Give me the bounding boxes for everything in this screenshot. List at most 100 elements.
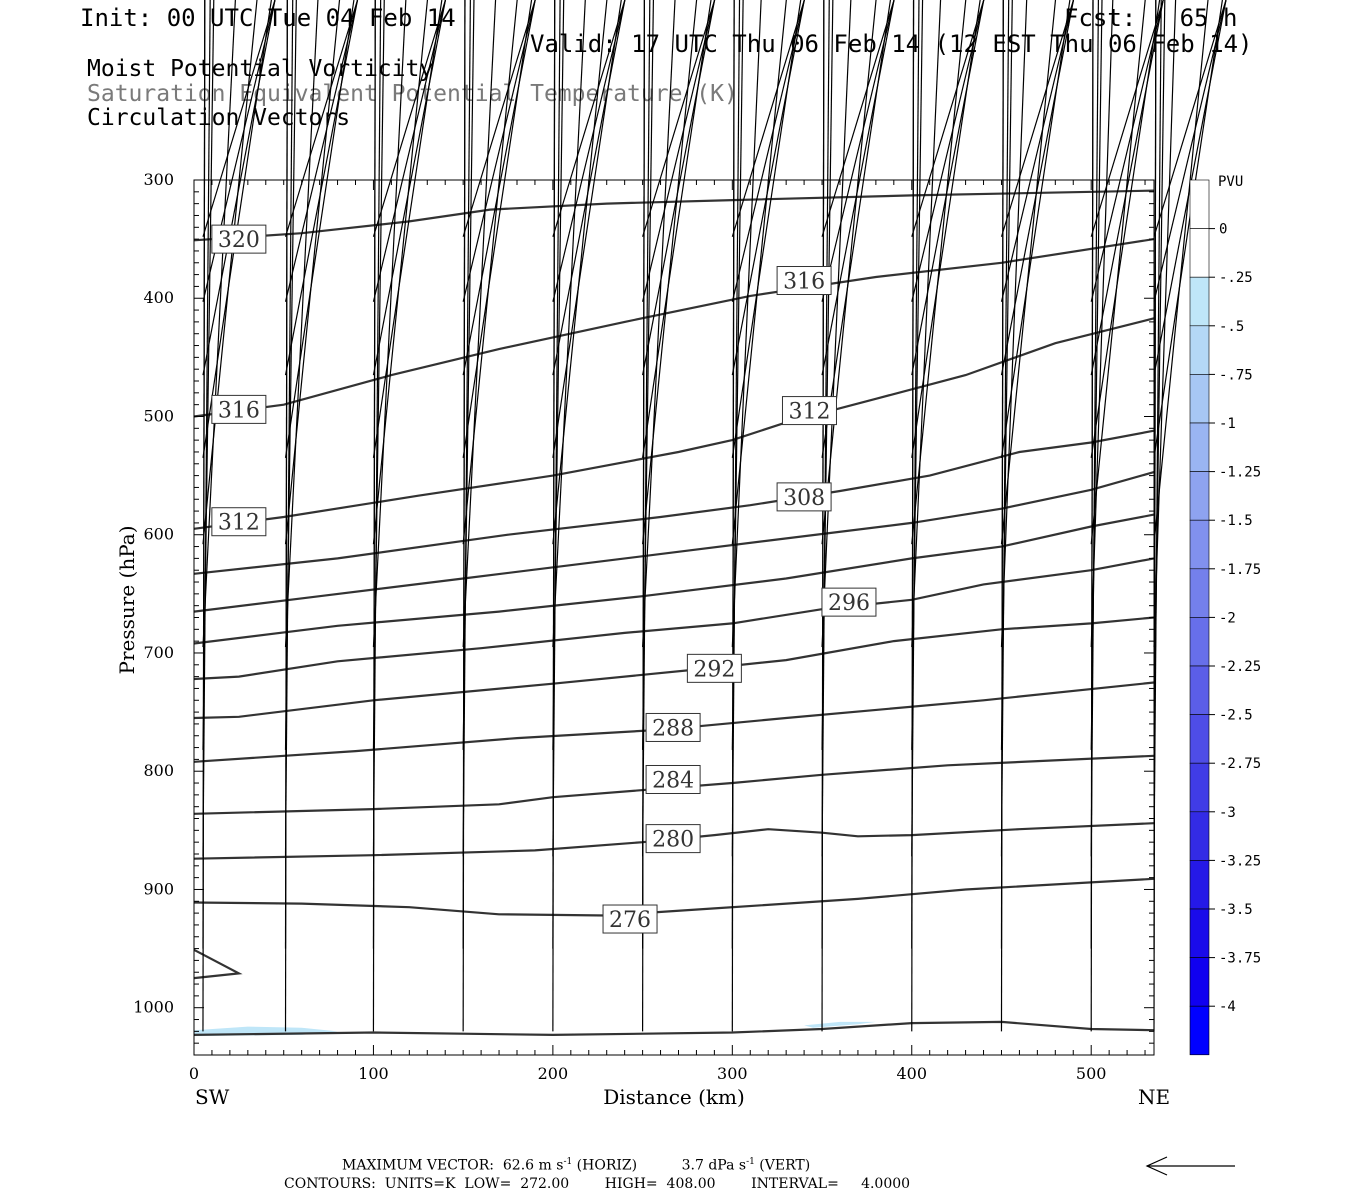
max-horiz-exponent: -1 <box>563 1157 573 1167</box>
circulation-vector <box>372 0 447 302</box>
x-tick-label: 500 <box>1076 1064 1107 1083</box>
colorbar-label: -2.75 <box>1219 756 1261 772</box>
x-axis-title: Distance (km) <box>603 1085 745 1109</box>
circulation-vector <box>641 0 676 648</box>
contour-label-box <box>602 904 658 934</box>
circulation-vector <box>821 0 852 648</box>
colorbar-label: -.5 <box>1219 319 1244 335</box>
colorbar-label: -2.25 <box>1219 659 1261 675</box>
circulation-vector <box>202 0 258 545</box>
colorbar-swatch <box>1189 374 1210 424</box>
x-tick-label: 0 <box>189 1064 199 1083</box>
colorbar-swatch <box>1189 471 1210 521</box>
y-tick-label: 1000 <box>133 998 174 1017</box>
circulation-vector <box>552 0 608 545</box>
colorbar-swatch <box>1189 568 1210 618</box>
circulation-vector <box>284 0 359 376</box>
circulation-vector <box>552 0 556 1032</box>
circulation-vector <box>284 0 294 857</box>
x-end-label-left: SW <box>195 1085 230 1109</box>
x-tick-label: 400 <box>896 1064 927 1083</box>
circulation-vector <box>821 0 895 302</box>
colorbar-label: -1 <box>1219 416 1236 432</box>
circulation-vector <box>462 0 533 458</box>
reference-vector <box>1145 1156 1235 1176</box>
colorbar-swatch <box>1189 957 1210 1007</box>
max-vert-tag: (VERT) <box>759 1157 811 1174</box>
circulation-vector <box>821 0 895 237</box>
contour-layer <box>193 189 1155 1037</box>
contour-label-box <box>686 653 742 683</box>
circulation-vector <box>1000 0 1075 302</box>
circulation-vector <box>462 0 466 1032</box>
y-tick-label: 800 <box>143 761 174 780</box>
circulation-vector <box>552 0 586 648</box>
circulation-vector <box>284 0 359 302</box>
circulation-vector <box>372 0 447 237</box>
circulation-vector <box>1090 0 1094 1032</box>
colorbar-swatch <box>1189 714 1210 764</box>
circulation-vector <box>372 0 382 857</box>
contour-label: 316 <box>218 398 260 423</box>
circulation-vector <box>731 0 805 302</box>
y-tick-label: 500 <box>143 406 174 425</box>
colorbar-swatch <box>1189 908 1210 958</box>
contour-label: 308 <box>783 486 825 511</box>
colorbar-label: -2.5 <box>1219 708 1253 724</box>
circulation-vector <box>911 0 985 237</box>
circulation-vector <box>1090 0 1099 857</box>
contour-label-box <box>211 394 267 424</box>
contour-label-box <box>776 482 832 512</box>
circulation-vector <box>462 0 536 302</box>
circulation-vector <box>284 0 355 458</box>
y-axis-title: Pressure (hPa) <box>115 526 139 675</box>
colorbar-swatch <box>1189 665 1210 715</box>
colorbar-label: -1.25 <box>1219 465 1261 481</box>
circulation-vector <box>641 0 645 1032</box>
circulation-vector <box>1090 0 1164 376</box>
contour-line <box>193 616 1155 720</box>
colorbar-swatch <box>1189 762 1210 813</box>
max-horiz-tag: (HORIZ) <box>576 1157 638 1174</box>
contour-label: 276 <box>609 908 651 933</box>
contour-label: 320 <box>218 228 260 253</box>
x-tick-label: 200 <box>538 1064 569 1083</box>
circulation-vector <box>372 0 376 1032</box>
circulation-vector <box>202 0 206 1032</box>
contour-label: 288 <box>652 716 694 741</box>
contour-label-box <box>211 507 267 537</box>
circulation-vector <box>642 0 716 376</box>
circulation-vector <box>372 0 447 376</box>
circulation-vector <box>202 0 211 857</box>
colorbar-swatch <box>1189 228 1210 278</box>
circulation-vector <box>821 0 830 857</box>
circulation-vector <box>284 0 319 648</box>
circulation-vector <box>1090 0 1164 302</box>
colorbar-label: -1.75 <box>1219 562 1261 578</box>
circulation-vector <box>552 0 626 376</box>
vector-layer <box>202 0 1227 1032</box>
contour-label-box <box>645 712 701 742</box>
circulation-vector <box>1000 0 1075 376</box>
circulation-vector <box>202 0 276 237</box>
colorbar-swatch <box>1189 1005 1210 1056</box>
circulation-vector <box>911 0 985 302</box>
circulation-vector <box>462 0 518 545</box>
contour-label: 280 <box>652 828 694 853</box>
circulation-vector <box>1000 0 1028 648</box>
x-tick-label: 100 <box>358 1064 389 1083</box>
contour-line <box>193 317 1155 530</box>
contour-label: 284 <box>652 768 694 793</box>
colorbar-label: -4 <box>1219 999 1236 1015</box>
circulation-vector <box>731 0 741 857</box>
circulation-vector <box>1153 0 1227 237</box>
max-horiz-value: 62.6 m s <box>502 1157 564 1174</box>
contour-label: 312 <box>218 511 260 536</box>
colorbar-label: -.25 <box>1219 270 1253 286</box>
circulation-vector <box>372 0 429 545</box>
colorbar-swatch <box>1189 617 1210 667</box>
circulation-vector <box>202 0 236 648</box>
circulation-vector <box>911 0 920 857</box>
circulation-vector <box>462 0 536 376</box>
colorbar-swatch <box>1189 276 1210 327</box>
